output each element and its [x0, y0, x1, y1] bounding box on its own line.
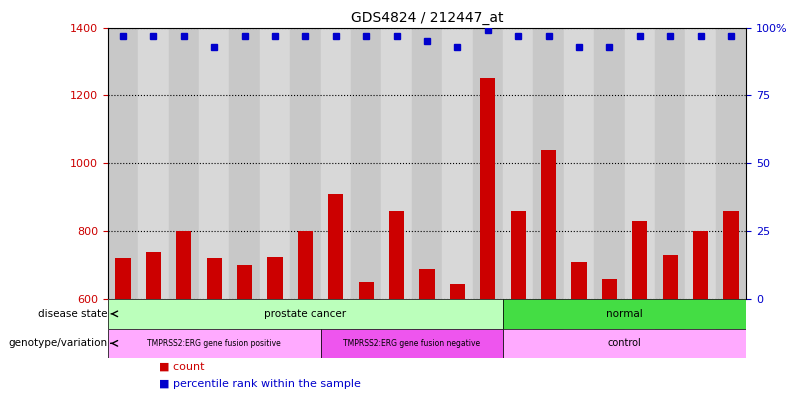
Bar: [685, 329, 716, 358]
Bar: [351, 28, 381, 299]
Bar: [442, 299, 472, 329]
Bar: [267, 257, 282, 299]
Bar: [442, 28, 472, 299]
Bar: [146, 252, 161, 299]
Bar: [693, 231, 708, 299]
Bar: [199, 299, 229, 329]
Bar: [625, 329, 655, 358]
Bar: [351, 299, 381, 329]
Bar: [199, 329, 229, 358]
Bar: [290, 28, 321, 299]
Bar: [450, 284, 465, 299]
Bar: [412, 299, 442, 329]
Bar: [533, 329, 563, 358]
Bar: [625, 28, 655, 299]
Bar: [563, 329, 595, 358]
Bar: [321, 329, 351, 358]
Bar: [138, 329, 168, 358]
Text: normal: normal: [606, 309, 643, 319]
Bar: [511, 211, 526, 299]
Bar: [298, 231, 313, 299]
Bar: [108, 329, 321, 358]
Bar: [655, 299, 685, 329]
Bar: [168, 329, 199, 358]
Bar: [503, 329, 746, 358]
Bar: [503, 329, 533, 358]
Bar: [442, 329, 472, 358]
Bar: [625, 299, 655, 329]
Bar: [290, 329, 321, 358]
Bar: [168, 299, 199, 329]
Bar: [176, 231, 192, 299]
Bar: [571, 262, 587, 299]
Bar: [563, 299, 595, 329]
Bar: [229, 299, 259, 329]
Bar: [358, 282, 373, 299]
Bar: [116, 258, 131, 299]
Bar: [229, 28, 259, 299]
Bar: [472, 329, 503, 358]
Bar: [503, 28, 533, 299]
Bar: [381, 299, 412, 329]
Text: TMPRSS2:ERG gene fusion negative: TMPRSS2:ERG gene fusion negative: [343, 339, 480, 348]
Bar: [563, 28, 595, 299]
Bar: [723, 211, 738, 299]
Bar: [412, 28, 442, 299]
Bar: [655, 329, 685, 358]
Bar: [472, 299, 503, 329]
Text: control: control: [607, 338, 642, 348]
Bar: [207, 258, 222, 299]
Bar: [321, 28, 351, 299]
Bar: [229, 329, 259, 358]
Bar: [662, 255, 678, 299]
Bar: [381, 329, 412, 358]
Bar: [108, 329, 138, 358]
Bar: [533, 28, 563, 299]
Bar: [108, 299, 503, 329]
Bar: [199, 28, 229, 299]
Bar: [412, 329, 442, 358]
Text: ■ count: ■ count: [159, 362, 204, 372]
Bar: [259, 28, 290, 299]
Text: TMPRSS2:ERG gene fusion positive: TMPRSS2:ERG gene fusion positive: [148, 339, 281, 348]
Bar: [138, 299, 168, 329]
Bar: [108, 28, 138, 299]
Bar: [632, 221, 647, 299]
Bar: [716, 28, 746, 299]
Bar: [685, 299, 716, 329]
Text: ■ percentile rank within the sample: ■ percentile rank within the sample: [159, 379, 361, 389]
Text: disease state: disease state: [38, 309, 107, 319]
Bar: [503, 299, 746, 329]
Bar: [716, 299, 746, 329]
Bar: [321, 329, 503, 358]
Bar: [108, 299, 138, 329]
Bar: [503, 299, 533, 329]
Bar: [685, 28, 716, 299]
Bar: [655, 28, 685, 299]
Bar: [595, 329, 625, 358]
Text: prostate cancer: prostate cancer: [264, 309, 346, 319]
Bar: [716, 329, 746, 358]
Bar: [533, 299, 563, 329]
Bar: [602, 279, 617, 299]
Bar: [259, 329, 290, 358]
Bar: [259, 299, 290, 329]
Bar: [419, 268, 435, 299]
Bar: [480, 79, 496, 299]
Bar: [138, 28, 168, 299]
Bar: [595, 299, 625, 329]
Bar: [321, 299, 351, 329]
Bar: [541, 150, 556, 299]
Bar: [168, 28, 199, 299]
Bar: [351, 329, 381, 358]
Bar: [237, 265, 252, 299]
Bar: [381, 28, 412, 299]
Bar: [595, 28, 625, 299]
Title: GDS4824 / 212447_at: GDS4824 / 212447_at: [350, 11, 504, 25]
Bar: [290, 299, 321, 329]
Text: genotype/variation: genotype/variation: [8, 338, 107, 348]
Bar: [389, 211, 404, 299]
Bar: [328, 194, 343, 299]
Bar: [472, 28, 503, 299]
